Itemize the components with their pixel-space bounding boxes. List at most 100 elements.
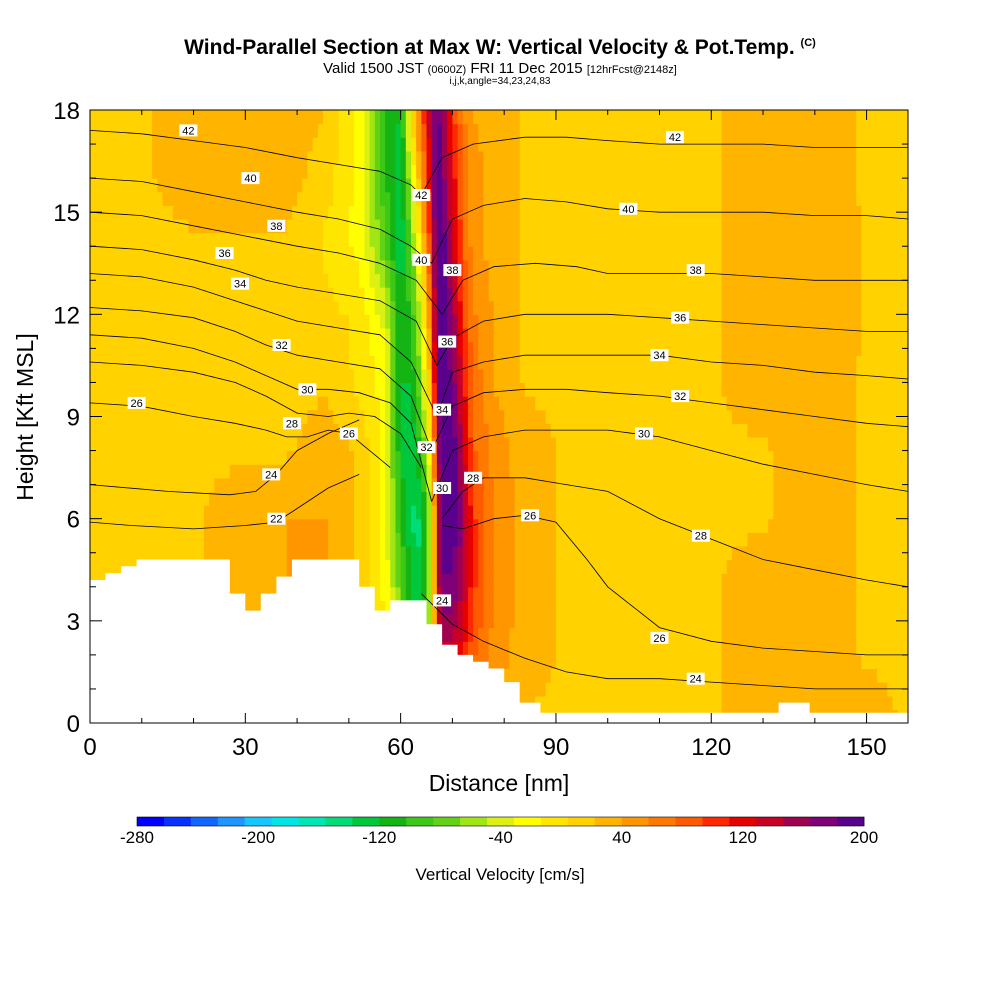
velocity-cell bbox=[561, 682, 567, 697]
velocity-cell bbox=[592, 695, 598, 710]
velocity-cell bbox=[778, 573, 785, 588]
velocity-cell bbox=[286, 436, 293, 452]
velocity-cell bbox=[825, 532, 831, 547]
velocity-cell bbox=[291, 436, 298, 452]
velocity-cell bbox=[519, 355, 526, 370]
velocity-cell bbox=[509, 586, 516, 601]
velocity-cell bbox=[333, 436, 340, 452]
velocity-cell bbox=[825, 614, 831, 629]
velocity-cell bbox=[799, 450, 806, 465]
velocity-cell bbox=[638, 368, 645, 384]
velocity-cell bbox=[876, 436, 883, 452]
velocity-cell bbox=[669, 532, 676, 547]
velocity-cell bbox=[136, 409, 143, 424]
velocity-cell bbox=[887, 518, 894, 533]
velocity-cell bbox=[540, 341, 547, 356]
velocity-cell bbox=[178, 341, 184, 356]
velocity-cell bbox=[462, 409, 469, 424]
velocity-cell bbox=[188, 423, 195, 438]
velocity-cell bbox=[768, 600, 774, 615]
velocity-cell bbox=[188, 450, 195, 465]
velocity-cell bbox=[157, 532, 164, 547]
velocity-cell bbox=[649, 559, 655, 574]
velocity-cell bbox=[726, 409, 733, 424]
velocity-cell bbox=[633, 559, 640, 574]
velocity-cell bbox=[105, 382, 112, 397]
velocity-cell bbox=[675, 300, 681, 315]
velocity-cell bbox=[897, 314, 904, 329]
velocity-cell bbox=[136, 505, 143, 520]
velocity-cell bbox=[519, 559, 526, 574]
velocity-cell bbox=[188, 396, 195, 411]
velocity-cell bbox=[897, 382, 904, 397]
velocity-cell bbox=[700, 477, 707, 493]
velocity-cell bbox=[209, 450, 215, 465]
velocity-cell bbox=[612, 641, 619, 656]
velocity-cell bbox=[581, 573, 588, 588]
velocity-cell bbox=[354, 532, 360, 547]
velocity-cell bbox=[478, 505, 485, 520]
velocity-cell bbox=[845, 382, 852, 397]
velocity-cell bbox=[250, 545, 257, 561]
velocity-cell bbox=[115, 491, 122, 506]
velocity-cell bbox=[473, 559, 479, 574]
velocity-cell bbox=[638, 396, 645, 411]
velocity-cell bbox=[892, 559, 899, 574]
velocity-cell bbox=[369, 382, 376, 397]
velocity-cell bbox=[804, 436, 811, 452]
velocity-cell bbox=[892, 477, 899, 493]
velocity-cell bbox=[623, 409, 630, 424]
velocity-cell bbox=[302, 355, 309, 370]
velocity-cell bbox=[840, 505, 847, 520]
velocity-cell bbox=[566, 300, 573, 315]
velocity-cell bbox=[514, 327, 521, 343]
velocity-cell bbox=[499, 614, 505, 629]
velocity-cell bbox=[178, 464, 184, 479]
velocity-cell bbox=[680, 559, 686, 574]
velocity-cell bbox=[607, 641, 614, 656]
velocity-cell bbox=[136, 491, 143, 506]
velocity-cell bbox=[814, 368, 821, 384]
velocity-cell bbox=[219, 314, 226, 329]
velocity-cell bbox=[607, 695, 614, 710]
velocity-cell bbox=[462, 423, 469, 438]
velocity-cell bbox=[131, 545, 138, 561]
velocity-cell bbox=[643, 614, 650, 629]
velocity-cell bbox=[535, 573, 542, 588]
velocity-cell bbox=[861, 573, 868, 588]
velocity-cell bbox=[669, 491, 676, 506]
velocity-cell bbox=[203, 545, 210, 561]
velocity-cell bbox=[835, 327, 842, 343]
velocity-cell bbox=[685, 300, 692, 315]
velocity-cell bbox=[700, 436, 707, 452]
velocity-cell bbox=[566, 436, 573, 452]
velocity-cell bbox=[467, 600, 474, 615]
velocity-cell bbox=[483, 450, 490, 465]
velocity-cell bbox=[328, 505, 334, 520]
velocity-cell bbox=[348, 314, 355, 329]
velocity-cell bbox=[794, 668, 800, 683]
velocity-cell bbox=[178, 382, 184, 397]
velocity-cell bbox=[597, 641, 604, 656]
velocity-cell bbox=[224, 450, 231, 465]
velocity-cell bbox=[266, 450, 272, 465]
velocity-cell bbox=[628, 559, 635, 574]
velocity-cell bbox=[607, 341, 614, 356]
velocity-cell bbox=[680, 327, 686, 343]
velocity-cell bbox=[845, 559, 852, 574]
velocity-cell bbox=[354, 545, 360, 561]
velocity-cell bbox=[623, 491, 630, 506]
velocity-cell bbox=[509, 300, 516, 315]
velocity-cell bbox=[607, 314, 614, 329]
velocity-cell bbox=[742, 341, 749, 356]
velocity-cell bbox=[442, 368, 448, 384]
velocity-cell bbox=[152, 545, 158, 561]
velocity-cell bbox=[530, 287, 536, 302]
velocity-cell bbox=[882, 491, 888, 506]
velocity-cell bbox=[121, 464, 127, 479]
velocity-cell bbox=[291, 355, 298, 370]
velocity-cell bbox=[131, 300, 138, 315]
velocity-cell bbox=[514, 423, 521, 438]
velocity-cell bbox=[229, 436, 236, 452]
velocity-cell bbox=[638, 654, 645, 670]
